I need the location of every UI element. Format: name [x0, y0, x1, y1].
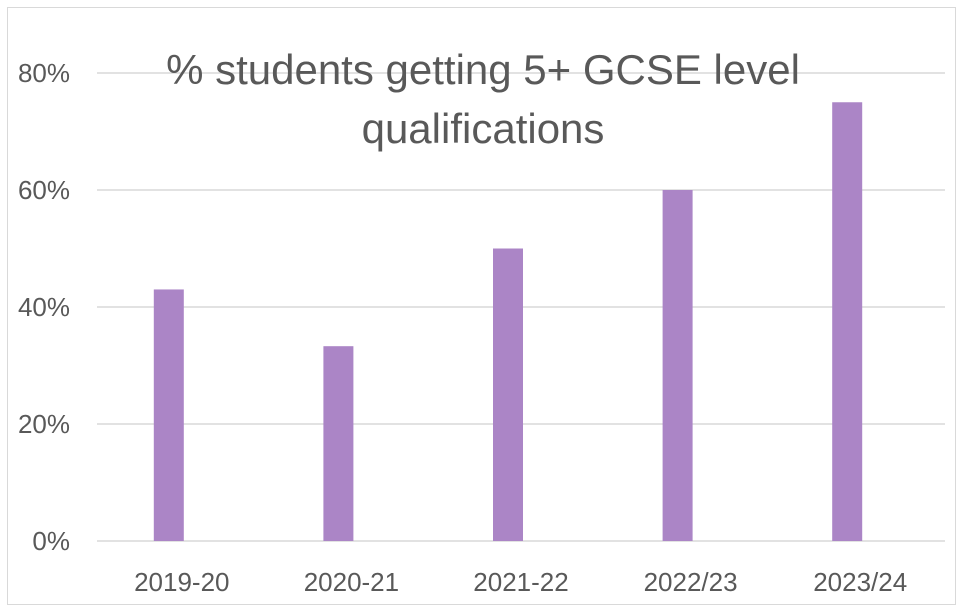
y-tick-label: 40%	[18, 292, 70, 322]
x-tick-label: 2021-22	[473, 567, 568, 597]
chart-title-line-2: qualifications	[362, 105, 605, 152]
x-tick-label: 2020-21	[304, 567, 399, 597]
x-tick-label: 2019-20	[134, 567, 229, 597]
bar-2021-22	[493, 248, 523, 541]
y-tick-label: 20%	[18, 409, 70, 439]
y-tick-label: 80%	[18, 58, 70, 88]
chart-title: % students getting 5+ GCSE level qualifi…	[166, 46, 800, 152]
bar-2020-21	[323, 346, 354, 541]
bar-2022/23	[662, 190, 693, 541]
bar-2023/24	[832, 102, 863, 541]
chart-title-line-1: % students getting 5+ GCSE level	[166, 46, 800, 93]
y-tick-label: 60%	[18, 175, 70, 205]
x-axis-tick-labels: 2019-20 2020-21 2021-22 2022/23 2023/24	[134, 567, 907, 597]
x-tick-label: 2022/23	[644, 567, 738, 597]
bars	[153, 102, 863, 541]
y-tick-label: 0%	[32, 526, 70, 556]
x-tick-label: 2023/24	[813, 567, 907, 597]
bar-2019-20	[153, 289, 184, 541]
y-axis-tick-labels: 0% 20% 40% 60% 80%	[18, 58, 70, 556]
